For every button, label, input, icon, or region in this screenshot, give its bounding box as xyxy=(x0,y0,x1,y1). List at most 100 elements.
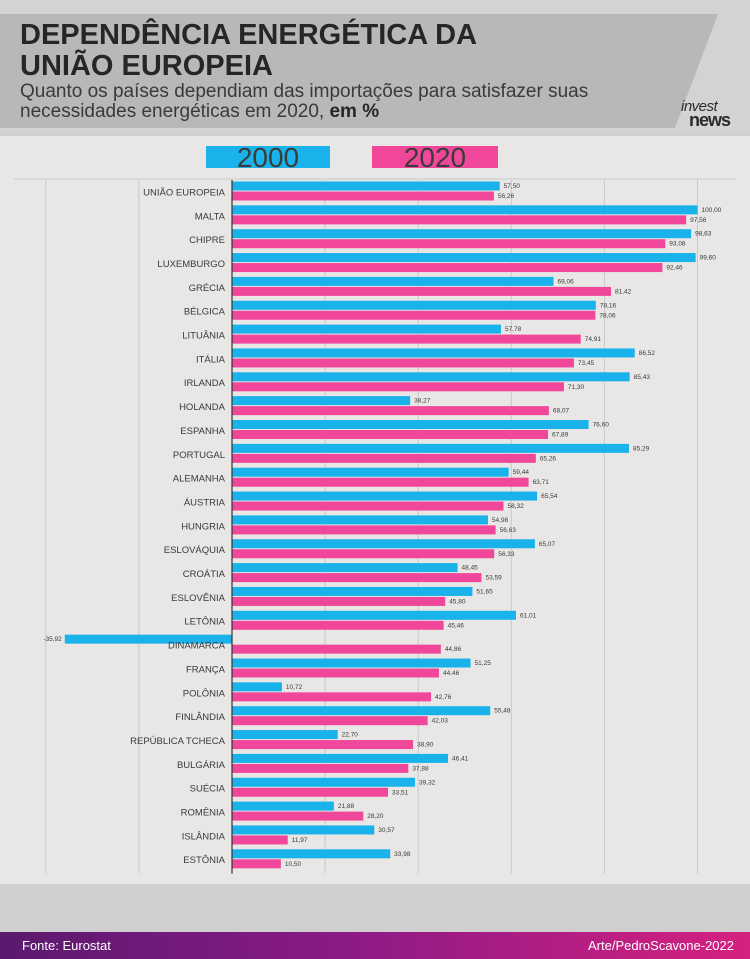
value-label-2020: 63,71 xyxy=(533,479,550,486)
bar-2000 xyxy=(64,634,233,644)
bar-2000 xyxy=(232,181,500,191)
value-label-2020: 65,26 xyxy=(540,455,557,462)
category-label: DINAMARCA xyxy=(168,641,226,652)
bar-2020 xyxy=(232,596,446,606)
legend-swatch-2020 xyxy=(372,146,498,168)
page-title: DEPENDÊNCIA ENERGÉTICA DA UNIÃO EUROPEIA xyxy=(20,20,580,82)
bar-2000 xyxy=(232,205,698,215)
category-label: MALTA xyxy=(195,211,226,222)
bar-2000 xyxy=(232,825,375,835)
bars xyxy=(64,181,698,869)
subtitle-unit: em % xyxy=(329,101,380,122)
value-label-2020: 56,63 xyxy=(500,527,517,534)
bar-2000 xyxy=(232,849,391,859)
bottom-band xyxy=(0,884,750,932)
value-label-2020: 33,51 xyxy=(392,789,409,796)
value-label-2020: 58,32 xyxy=(507,503,524,510)
bar-2020 xyxy=(232,310,596,320)
bar-2020 xyxy=(232,525,496,535)
legend-label-2000: 2000 xyxy=(236,142,300,173)
value-label-2000: 57,50 xyxy=(504,183,521,190)
category-label: ESLOVÁQUIA xyxy=(164,545,226,556)
bar-2000 xyxy=(232,396,411,406)
bar-2020 xyxy=(232,334,581,344)
bar-2000 xyxy=(232,777,416,787)
value-label-2000: 10,72 xyxy=(286,684,303,691)
value-label-2020: 45,46 xyxy=(448,622,465,629)
category-label: HUNGRIA xyxy=(181,521,225,532)
bar-2020 xyxy=(232,692,432,702)
bar-2020 xyxy=(232,263,663,273)
bar-2020 xyxy=(232,501,504,511)
bar-2000 xyxy=(232,610,517,620)
category-label: HOLANDA xyxy=(179,402,226,413)
value-label-2000: 85,29 xyxy=(633,445,650,452)
value-label-2020: 42,03 xyxy=(432,718,449,725)
bar-2020 xyxy=(232,239,666,249)
bar-2020 xyxy=(232,430,549,439)
bar-2000 xyxy=(232,539,535,549)
value-label-2020: 44,46 xyxy=(443,670,460,677)
value-label-2020: 10,50 xyxy=(285,861,302,868)
value-label-2020: 42,76 xyxy=(435,694,452,701)
bar-2020 xyxy=(232,763,409,773)
value-label-2000: 61,01 xyxy=(520,612,537,619)
value-label-2020: 78,06 xyxy=(599,312,616,319)
value-label-2020: 71,30 xyxy=(568,384,585,391)
value-label-2020: 97,56 xyxy=(690,217,707,224)
bar-2000 xyxy=(232,276,554,286)
value-label-2020: 74,91 xyxy=(585,336,602,343)
category-label: FRANÇA xyxy=(186,664,226,675)
category-label: ITÁLIA xyxy=(196,354,226,365)
category-label: ESTÔNIA xyxy=(183,855,225,866)
value-label-2000: 30,57 xyxy=(378,827,395,834)
category-label: UNIÃO EUROPEIA xyxy=(143,187,225,198)
bar-2000 xyxy=(232,443,630,453)
subtitle-main: Quanto os países dependiam das importaçõ… xyxy=(20,81,589,122)
bar-2000 xyxy=(232,586,473,596)
category-label: POLÔNIA xyxy=(183,688,226,699)
value-label-2000: -35,92 xyxy=(43,636,62,643)
value-label-2020: 28,20 xyxy=(367,813,384,820)
bar-2020 xyxy=(232,215,687,225)
category-label: GRÉCIA xyxy=(189,283,226,294)
category-label: FINLÂNDIA xyxy=(175,712,225,723)
value-label-2020: 45,80 xyxy=(449,598,466,605)
credit-text: Arte/PedroScavone-2022 xyxy=(588,938,734,953)
bar-2020 xyxy=(232,620,444,630)
value-label-2020: 73,45 xyxy=(578,360,595,367)
category-label: BULGÁRIA xyxy=(177,760,226,771)
source-text: Fonte: Eurostat xyxy=(22,938,111,953)
bar-chart: UNIÃO EUROPEIA MALTA CHIPRE LUXEMBURGO GRÉCI… xyxy=(14,178,736,874)
value-label-2000: 78,16 xyxy=(600,302,617,309)
category-label: CHIPRE xyxy=(189,235,225,246)
value-label-2020: 38,90 xyxy=(417,742,434,749)
category-label: ÁUSTRIA xyxy=(184,497,226,508)
value-label-2000: 69,06 xyxy=(557,278,574,285)
value-label-2020: 11,97 xyxy=(292,837,308,844)
bar-2020 xyxy=(232,477,529,487)
bar-2020 xyxy=(232,644,441,654)
legend-swatch-2000 xyxy=(206,146,330,168)
bar-2020 xyxy=(232,406,549,416)
bar-2020 xyxy=(232,668,439,678)
footer-bar: Fonte: Eurostat Arte/PedroScavone-2022 xyxy=(0,932,750,959)
bar-2020 xyxy=(232,382,564,392)
bar-2020 xyxy=(232,286,612,296)
value-label-2020: 37,88 xyxy=(412,765,429,772)
bar-2000 xyxy=(232,682,282,692)
category-label: BÉLGICA xyxy=(184,307,226,318)
value-label-2020: 56,33 xyxy=(498,551,515,558)
bar-2000 xyxy=(232,253,696,263)
category-label: ROMÊNIA xyxy=(181,808,226,819)
bar-2000 xyxy=(232,324,501,334)
value-label-2000: 98,63 xyxy=(695,231,712,238)
value-label-2000: 99,60 xyxy=(700,255,717,262)
bar-2020 xyxy=(232,787,388,797)
value-label-2020: 67,89 xyxy=(552,432,569,439)
bar-2020 xyxy=(232,358,574,368)
value-label-2000: 65,07 xyxy=(539,541,556,548)
bar-2000 xyxy=(232,491,538,501)
value-label-2020: 53,59 xyxy=(485,575,502,582)
value-label-2000: 21,88 xyxy=(338,803,355,810)
